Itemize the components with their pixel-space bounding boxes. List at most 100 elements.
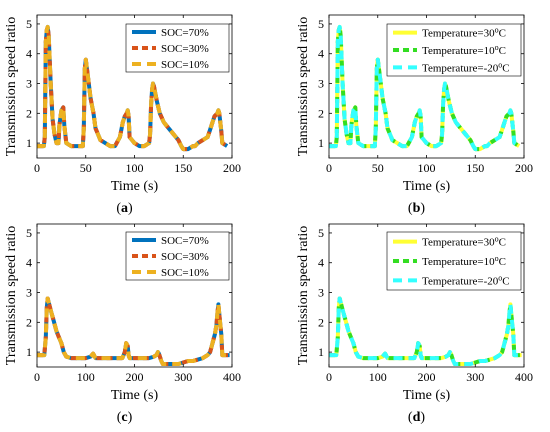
caption-paren-open: ( — [408, 201, 413, 216]
caption-letter: c — [121, 410, 127, 425]
y-tick-label: 3 — [318, 286, 324, 300]
legend-entry-name: Temperature=-20 — [422, 62, 499, 74]
legend: Temperature=30oCTemperature=10oCTemperat… — [386, 23, 522, 77]
legend-entry-unit: C — [499, 28, 506, 40]
caption-paren-open: ( — [116, 201, 121, 216]
x-axis-label: Time (s) — [111, 179, 159, 194]
caption-paren-close: ) — [420, 201, 425, 216]
y-tick-label: 5 — [26, 17, 32, 31]
x-tick-label: 400 — [515, 370, 533, 384]
y-axis-label: Transmission speed ratio — [4, 17, 19, 156]
legend: SOC=70% SOC=30% SOC=10% — [125, 23, 230, 73]
x-tick-label: 0 — [34, 370, 40, 384]
legend-entry-name: Temperature=10 — [422, 256, 495, 268]
x-tick-label: 0 — [326, 370, 332, 384]
x-axis-label: Time (s) — [403, 179, 451, 194]
panel-caption: (c) — [117, 410, 133, 425]
x-tick-label: 100 — [418, 161, 436, 175]
series-line-3 — [329, 24, 521, 152]
y-tick-label: 1 — [318, 136, 324, 150]
legend-entry-degree: o — [498, 60, 502, 69]
y-tick-label: 5 — [26, 226, 32, 240]
y-tick-label: 1 — [26, 345, 32, 359]
y-tick-label: 2 — [26, 106, 32, 120]
panel-caption: (b) — [408, 201, 425, 216]
series-line-2 — [329, 296, 522, 366]
legend-entry-unit: C — [499, 256, 506, 268]
legend-entry-degree: o — [495, 26, 499, 35]
y-tick-label: 2 — [318, 106, 324, 120]
legend: SOC=70% SOC=30% SOC=10% — [125, 231, 230, 281]
x-tick-label: 200 — [418, 370, 436, 384]
series-line-2 — [37, 296, 230, 366]
y-axis-label: Transmission speed ratio — [4, 226, 19, 365]
caption-letter: b — [413, 201, 421, 216]
legend-entry-1: SOC=70% — [161, 27, 209, 39]
legend-entry-degree: o — [495, 254, 499, 263]
legend-entry-degree: o — [495, 43, 499, 52]
caption-paren-close: ) — [128, 201, 133, 216]
legend-entry-degree: o — [495, 235, 499, 244]
y-tick-label: 3 — [26, 77, 32, 91]
panel-caption: (a) — [116, 201, 133, 216]
panel-caption: (d) — [408, 410, 425, 425]
legend: Temperature=30oCTemperature=10oCTemperat… — [386, 231, 522, 291]
x-tick-label: 100 — [77, 370, 95, 384]
x-tick-label: 200 — [223, 161, 241, 175]
caption-paren-open: ( — [117, 410, 122, 425]
y-tick-label: 4 — [318, 47, 324, 61]
legend-entry-1: Temperature=30oC — [422, 26, 506, 40]
x-tick-label: 100 — [369, 370, 387, 384]
x-tick-label: 300 — [174, 370, 192, 384]
y-tick-label: 1 — [26, 136, 32, 150]
chart-panel-3: 0 100 200 300 400 1 2 3 4 5 Time (s) Transmission s… — [4, 223, 241, 425]
legend-entry-unit: C — [499, 237, 506, 249]
x-tick-label: 0 — [326, 161, 332, 175]
legend-entry-3: Temperature=-20oC — [422, 60, 510, 74]
legend-entry-name: Temperature=30 — [422, 237, 495, 249]
x-tick-label: 50 — [372, 161, 384, 175]
x-tick-label: 0 — [34, 161, 40, 175]
legend-entry-name: Temperature=-20 — [422, 275, 499, 287]
x-tick-label: 400 — [223, 370, 241, 384]
x-tick-label: 50 — [80, 161, 92, 175]
legend-entry-3: Temperature=-20oC — [422, 273, 510, 287]
x-axis-label: Time (s) — [403, 388, 451, 403]
legend-entry-name: Temperature=10 — [422, 45, 495, 57]
chart-panel-4: 0 100 200 300 400 1 2 3 4 5 Time (s) Transmission s… — [296, 223, 533, 425]
legend-entry-name: Temperature=30 — [422, 28, 495, 40]
legend-entry-unit: C — [502, 62, 509, 74]
x-tick-label: 200 — [515, 161, 533, 175]
legend-entry-2: Temperature=10oC — [422, 254, 506, 268]
series-line-3 — [37, 24, 229, 152]
caption-letter: d — [413, 410, 421, 425]
legend-entry-2: SOC=30% — [161, 43, 209, 55]
legend-entry-2: SOC=30% — [161, 251, 209, 263]
caption-paren-close: ) — [420, 410, 425, 425]
y-tick-label: 4 — [318, 256, 324, 270]
x-tick-label: 200 — [126, 370, 144, 384]
legend-entry-2: Temperature=10oC — [422, 43, 506, 57]
caption-letter: a — [121, 201, 128, 216]
y-axis-label: Transmission speed ratio — [296, 226, 311, 365]
y-tick-label: 3 — [26, 286, 32, 300]
y-tick-label: 4 — [26, 47, 32, 61]
legend-entry-1: Temperature=30oC — [422, 235, 506, 249]
series-line-3 — [329, 296, 522, 366]
y-tick-label: 5 — [318, 226, 324, 240]
y-tick-label: 1 — [318, 345, 324, 359]
legend-entry-unit: C — [499, 45, 506, 57]
y-tick-label: 4 — [26, 256, 32, 270]
x-tick-label: 150 — [174, 161, 192, 175]
legend-entry-1: SOC=70% — [161, 235, 209, 247]
legend-entry-3: SOC=10% — [161, 267, 209, 279]
caption-paren-open: ( — [408, 410, 413, 425]
y-tick-label: 3 — [318, 77, 324, 91]
x-tick-label: 100 — [126, 161, 144, 175]
legend-entry-degree: o — [498, 273, 502, 282]
legend-entry-unit: C — [502, 275, 509, 287]
y-tick-label: 2 — [26, 315, 32, 329]
chart-panel-1: 0 50 100 150 200 1 2 3 4 5 Time (s) Transmission sp… — [4, 14, 241, 216]
y-axis-label: Transmission speed ratio — [296, 17, 311, 156]
